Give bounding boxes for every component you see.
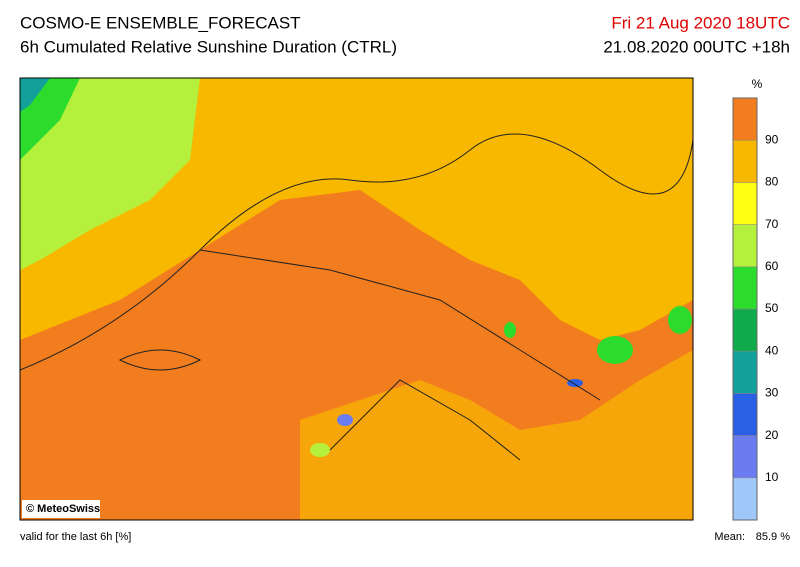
lake — [118, 349, 202, 371]
colorbar-bin — [732, 350, 758, 394]
colorbar-tick-label: 10 — [765, 470, 779, 484]
colorbar-bin — [732, 139, 758, 183]
colorbar-unit: % — [752, 77, 763, 91]
colorbar-bin — [732, 435, 758, 479]
colorbar-bin — [732, 224, 758, 268]
valid-time: Fri 21 Aug 2020 18UTC — [611, 13, 790, 32]
colorbar-frame — [732, 97, 758, 521]
colorbar-bin — [732, 308, 758, 352]
map-frame — [19, 77, 694, 521]
colorbar-tick-label: 40 — [765, 343, 779, 357]
run-time: 21.08.2020 00UTC +18h — [603, 37, 790, 56]
teal-region — [20, 78, 50, 112]
colorbar-tick-label: 50 — [765, 301, 779, 315]
green-spot — [668, 306, 692, 334]
blue-spot — [337, 414, 353, 426]
colorbar-tick-label: 20 — [765, 428, 779, 442]
green-region — [20, 78, 80, 160]
colorbar-bin — [732, 266, 758, 310]
colorbar-tick-label: 90 — [765, 132, 779, 146]
colorbar-bin — [732, 477, 758, 521]
title: COSMO-E ENSEMBLE_FORECAST — [20, 13, 301, 32]
colorbar-tick-label: 30 — [765, 386, 779, 400]
colorbar-bin — [732, 393, 758, 436]
copyright: © MeteoSwiss — [26, 503, 100, 515]
green-spot — [504, 322, 516, 338]
map: © MeteoSwiss — [19, 77, 694, 521]
subtitle: 6h Cumulated Relative Sunshine Duration … — [20, 37, 397, 56]
colorbar-tick-label: 70 — [765, 217, 779, 231]
border — [20, 133, 693, 461]
colorbar-tick-label: 80 — [765, 175, 779, 189]
blue-spot — [567, 379, 583, 387]
colorbar: % 10 20 30 40 50 60 70 80 90 — [732, 77, 779, 521]
colorbar-tick-label: 60 — [765, 259, 779, 273]
footer-note: valid for the last 6h [%] — [20, 531, 131, 543]
yellow-region — [300, 350, 693, 520]
green-spot — [597, 336, 633, 364]
green-spot — [310, 443, 330, 457]
copyright-box — [22, 500, 100, 518]
mean-value: 85.9 % — [756, 531, 790, 543]
green-region — [20, 78, 200, 270]
mean-label: Mean: — [714, 531, 745, 543]
colorbar-bin — [732, 97, 758, 141]
colorbar-bin — [732, 182, 758, 225]
